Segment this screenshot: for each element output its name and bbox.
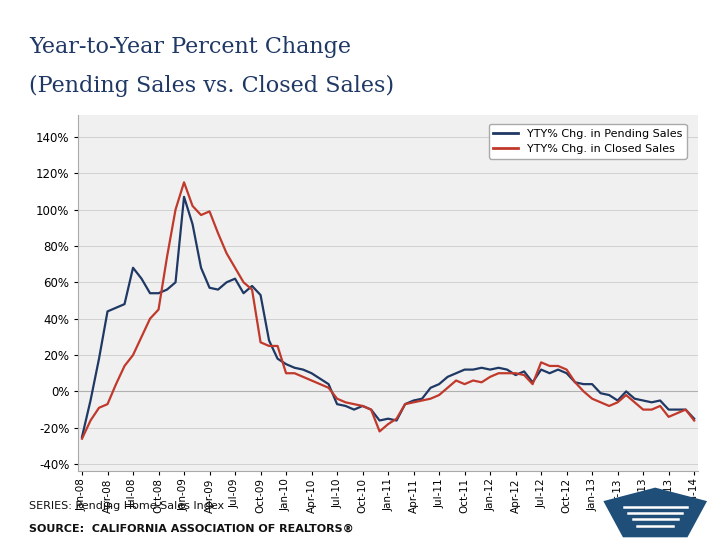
Text: SERIES: Pending Home Sales Index: SERIES: Pending Home Sales Index (29, 501, 224, 511)
Text: (Pending Sales vs. Closed Sales): (Pending Sales vs. Closed Sales) (29, 76, 394, 97)
Polygon shape (603, 488, 707, 537)
Legend: YTY% Chg. in Pending Sales, YTY% Chg. in Closed Sales: YTY% Chg. in Pending Sales, YTY% Chg. in… (489, 124, 687, 159)
Text: Year-to-Year Percent Change: Year-to-Year Percent Change (29, 37, 351, 58)
Text: SOURCE:  CALIFORNIA ASSOCIATION OF REALTORS®: SOURCE: CALIFORNIA ASSOCIATION OF REALTO… (29, 524, 354, 534)
